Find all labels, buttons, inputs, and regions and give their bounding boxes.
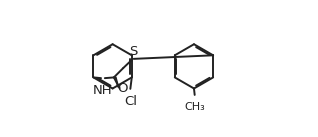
Text: Cl: Cl bbox=[124, 95, 137, 108]
Text: CH₃: CH₃ bbox=[184, 102, 205, 112]
Text: S: S bbox=[129, 45, 137, 58]
Text: NH: NH bbox=[93, 84, 113, 97]
Text: O: O bbox=[117, 82, 128, 95]
